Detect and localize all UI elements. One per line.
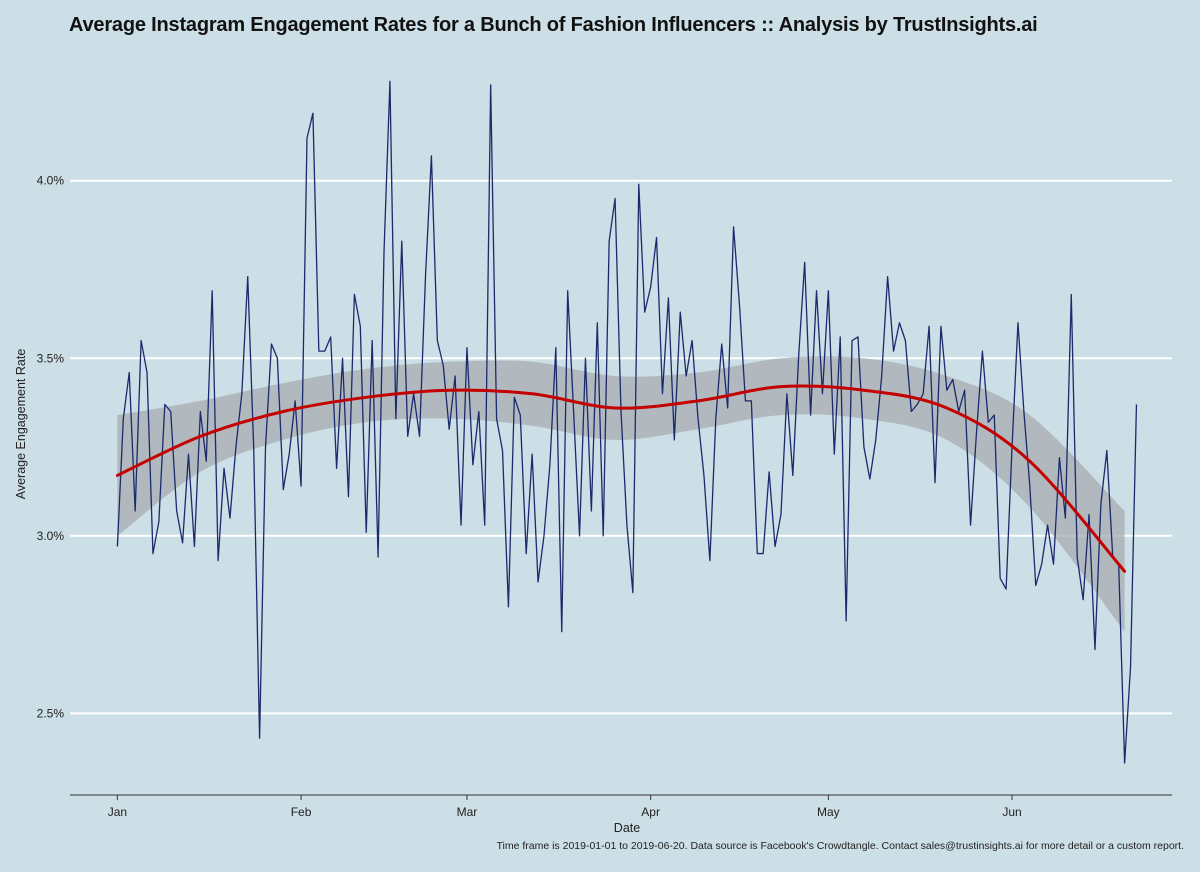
chart-caption: Time frame is 2019-01-01 to 2019-06-20. … (496, 840, 1184, 852)
chart-title: Average Instagram Engagement Rates for a… (69, 14, 1038, 36)
smooth-line (115, 384, 1127, 573)
x-tick-label: Jan (108, 805, 127, 819)
y-tick-label: 3.0% (37, 529, 65, 543)
grid-lines (70, 179, 1172, 715)
smooth-line-group (115, 384, 1127, 573)
x-tick-label: May (817, 805, 840, 819)
series-line (116, 80, 1138, 764)
axes: 2.5% 3.0% 3.5% 4.0% Jan Feb Mar Apr May Jun (37, 174, 1172, 819)
y-tick-label: 2.5% (37, 706, 65, 720)
y-tick-label: 4.0% (37, 174, 65, 188)
x-axis-title: Date (614, 821, 640, 835)
x-tick-label: Mar (457, 805, 478, 819)
x-tick-label: Apr (641, 805, 660, 819)
x-tick-label: Jun (1002, 805, 1021, 819)
x-tick-label: Feb (291, 805, 312, 819)
y-axis-title: Average Engagement Rate (14, 349, 28, 500)
series-group (116, 80, 1138, 764)
y-tick-label: 3.5% (37, 351, 65, 365)
